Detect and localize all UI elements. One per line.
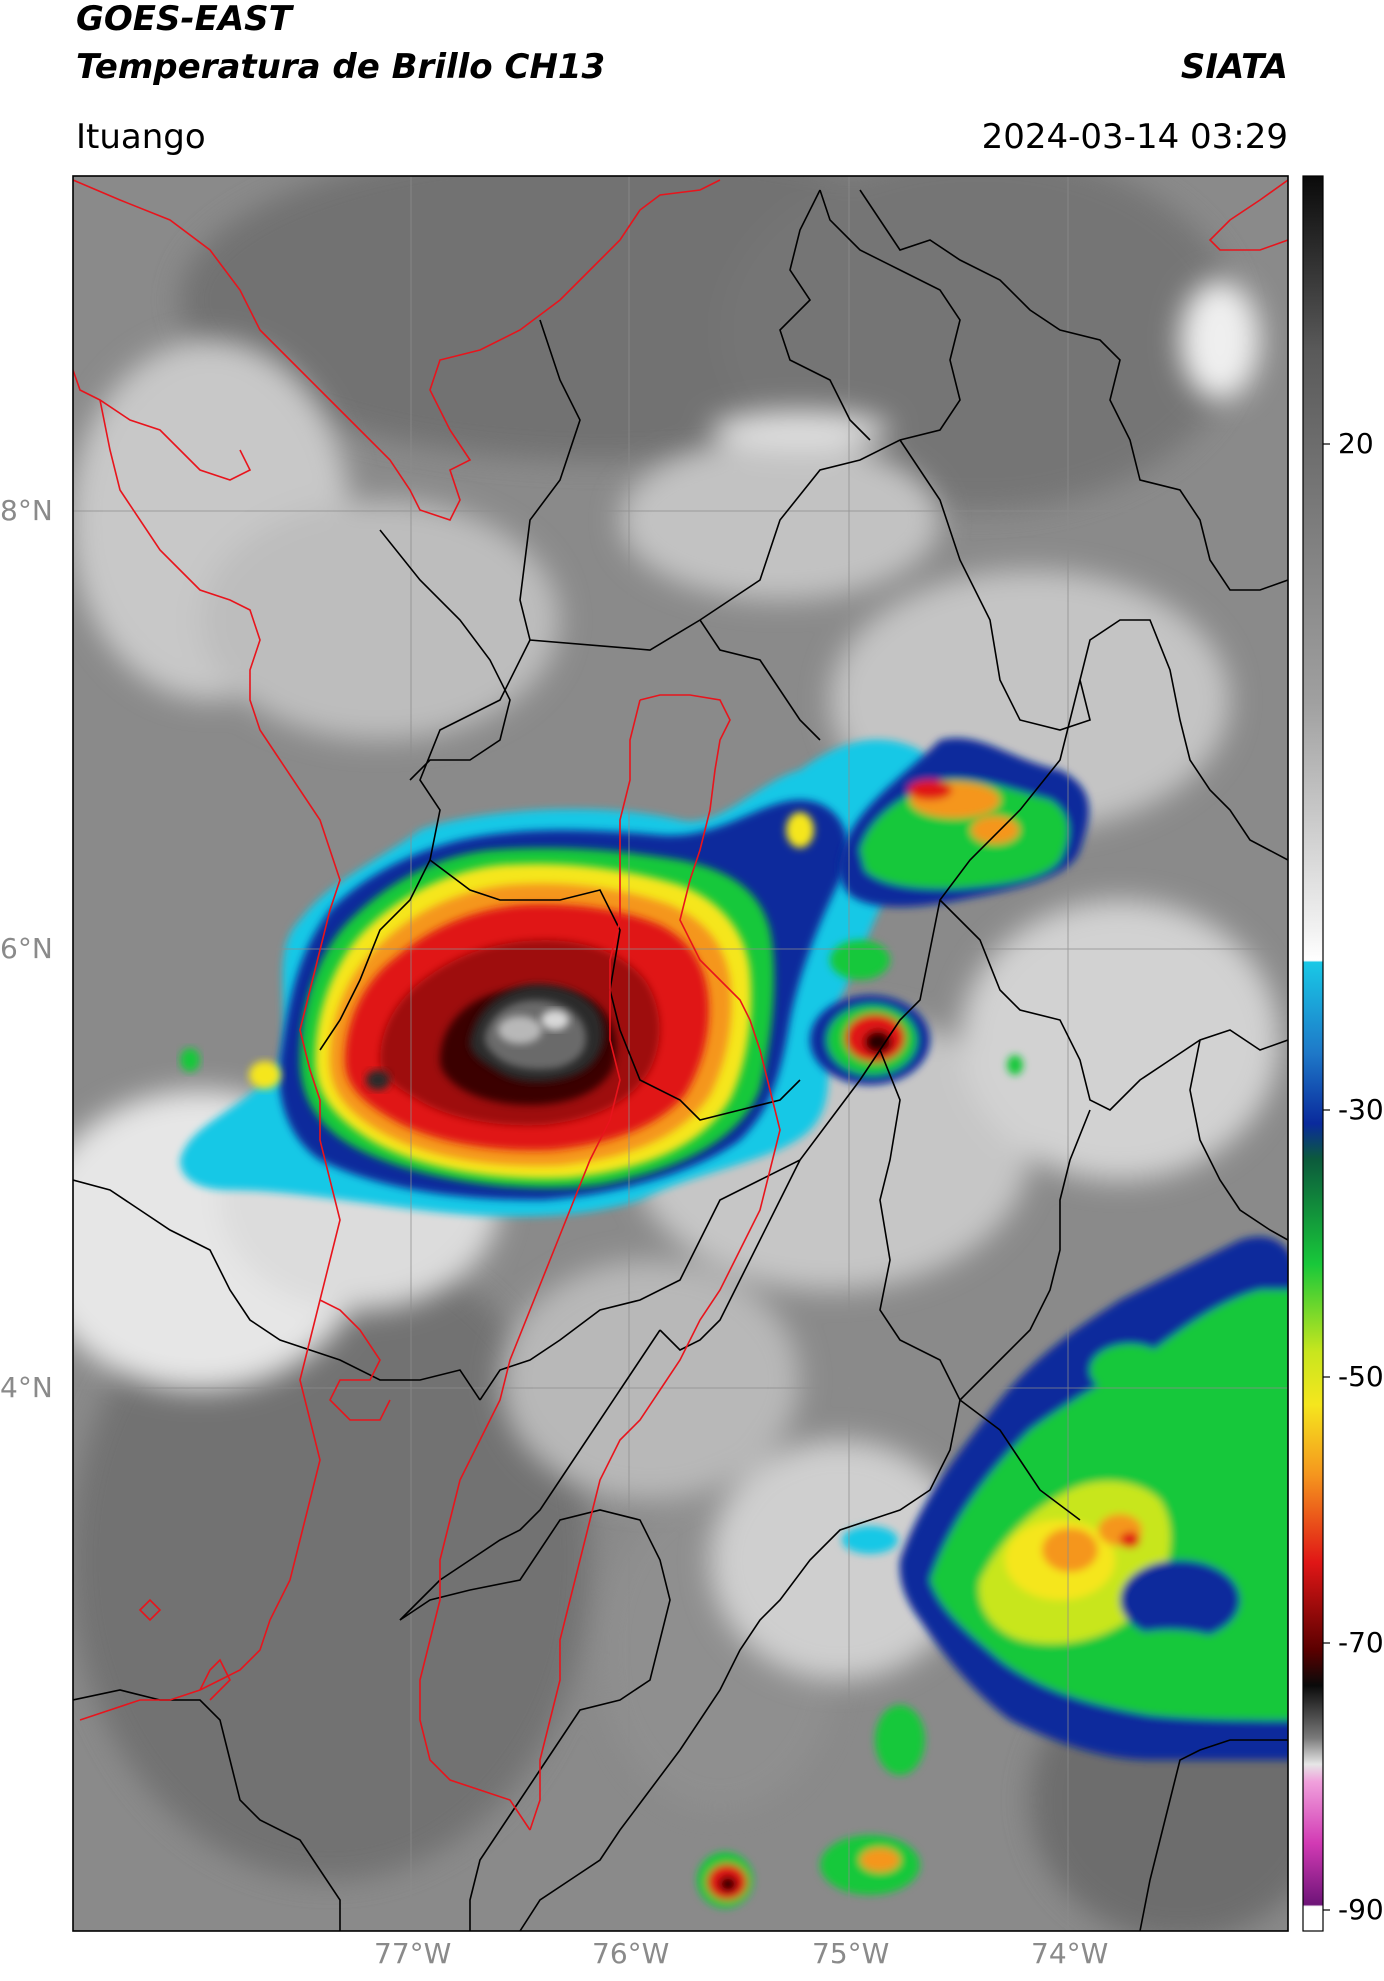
lon-tick-76w: 76°W xyxy=(592,1937,670,1970)
main-storm xyxy=(180,739,935,1217)
colorbar-tick-20: 20 xyxy=(1338,427,1374,460)
lon-tick-74w: 74°W xyxy=(1031,1937,1109,1970)
colorbar-tick-minus90: -90 xyxy=(1338,1893,1384,1926)
department-borders xyxy=(73,189,1288,1931)
south-storm-cells xyxy=(697,1526,925,1908)
colorbar-tick-minus50: -50 xyxy=(1338,1360,1384,1393)
red-borders xyxy=(73,179,1288,1831)
lat-tick-4n: 4°N xyxy=(0,1371,53,1404)
satellite-title: GOES-EAST xyxy=(76,0,292,39)
colorbar-tick-minus30: -30 xyxy=(1338,1093,1384,1126)
northeast-storm xyxy=(786,737,1089,980)
lat-tick-6n: 6°N xyxy=(0,932,53,965)
lon-tick-77w: 77°W xyxy=(374,1937,452,1970)
product-title: Temperatura de Brillo CH13 xyxy=(76,47,606,87)
map-imagery xyxy=(73,176,1288,1931)
graticule xyxy=(73,176,1288,1931)
organization-label: SIATA xyxy=(1180,47,1288,87)
southeast-storm xyxy=(899,1236,1288,1761)
map-frame xyxy=(72,175,1289,1932)
lat-tick-8n: 8°N xyxy=(0,494,53,527)
datetime-label: 2024-03-14 03:29 xyxy=(981,117,1288,157)
colorbar-tick-minus70: -70 xyxy=(1338,1626,1384,1659)
colorbar xyxy=(1302,175,1330,1932)
location-label: Ituango xyxy=(76,117,206,157)
lon-tick-75w: 75°W xyxy=(812,1937,890,1970)
